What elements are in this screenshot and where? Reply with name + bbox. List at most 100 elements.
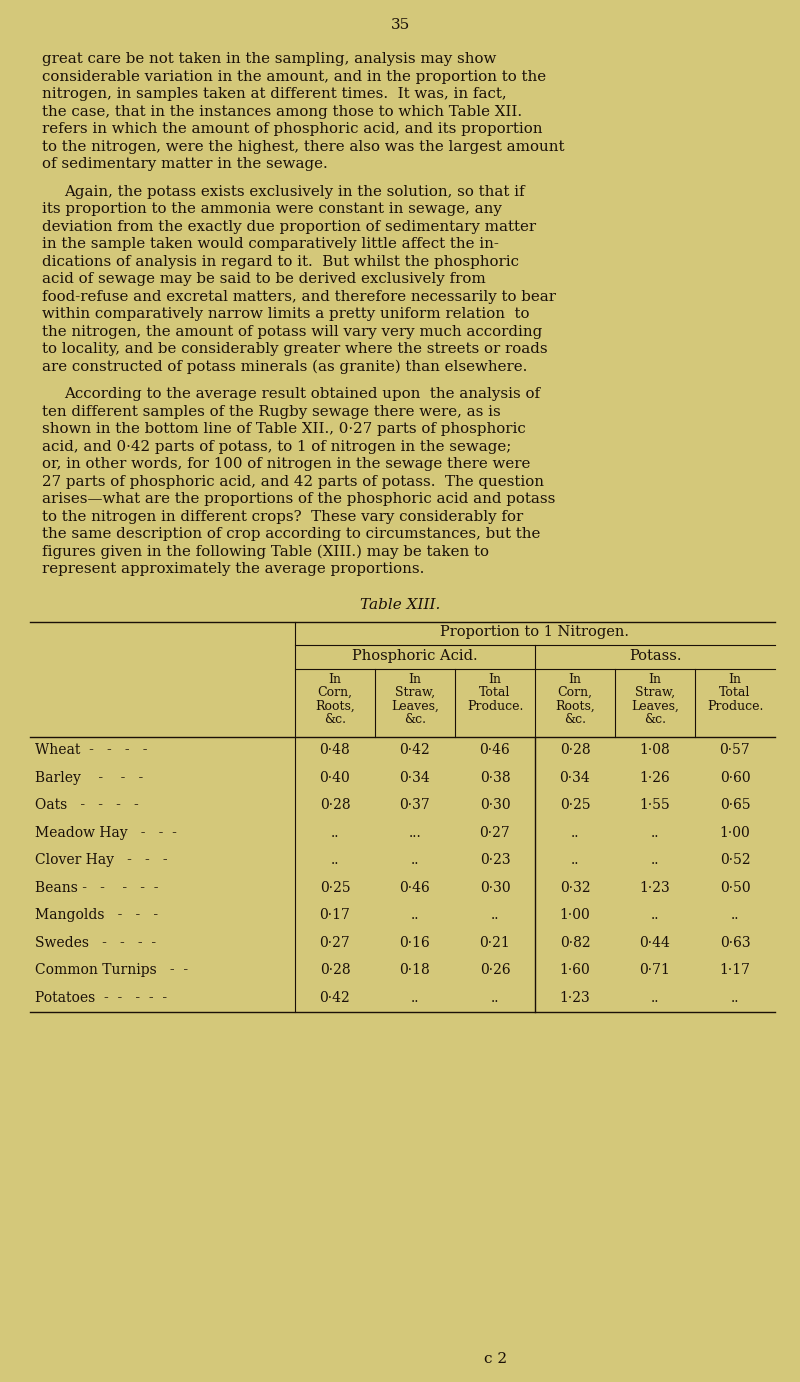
Text: Straw,: Straw, xyxy=(635,685,675,699)
Text: 0·40: 0·40 xyxy=(320,771,350,785)
Text: ..: .. xyxy=(650,826,659,840)
Text: Beans -   -    -   -  -: Beans - - - - - xyxy=(35,880,158,894)
Text: 1·26: 1·26 xyxy=(640,771,670,785)
Text: &c.: &c. xyxy=(644,713,666,726)
Text: ..: .. xyxy=(570,826,579,840)
Text: deviation from the exactly due proportion of sedimentary matter: deviation from the exactly due proportio… xyxy=(42,220,536,234)
Text: Potass.: Potass. xyxy=(629,648,682,662)
Text: 0·37: 0·37 xyxy=(400,799,430,813)
Text: 0·42: 0·42 xyxy=(320,991,350,1005)
Text: Swedes   -   -   -  -: Swedes - - - - xyxy=(35,936,156,949)
Text: figures given in the following Table (XIII.) may be taken to: figures given in the following Table (XI… xyxy=(42,545,489,558)
Text: nitrogen, in samples taken at different times.  It was, in fact,: nitrogen, in samples taken at different … xyxy=(42,87,506,101)
Text: &c.: &c. xyxy=(404,713,426,726)
Text: In: In xyxy=(409,673,422,685)
Text: 0·27: 0·27 xyxy=(480,826,510,840)
Text: ..: .. xyxy=(570,853,579,868)
Text: 0·25: 0·25 xyxy=(560,799,590,813)
Text: 0·21: 0·21 xyxy=(480,936,510,949)
Text: Straw,: Straw, xyxy=(395,685,435,699)
Text: 1·60: 1·60 xyxy=(560,963,590,977)
Text: 1·23: 1·23 xyxy=(560,991,590,1005)
Text: ..: .. xyxy=(650,853,659,868)
Text: Mangolds   -   -   -: Mangolds - - - xyxy=(35,908,158,922)
Text: 1·17: 1·17 xyxy=(719,963,750,977)
Text: ..: .. xyxy=(330,826,339,840)
Text: ..: .. xyxy=(650,908,659,922)
Text: In: In xyxy=(569,673,582,685)
Text: ..: .. xyxy=(490,991,499,1005)
Text: in the sample taken would comparatively little affect the in-: in the sample taken would comparatively … xyxy=(42,236,499,252)
Text: Produce.: Produce. xyxy=(467,699,523,713)
Text: ..: .. xyxy=(410,853,419,868)
Text: Common Turnips   -  -: Common Turnips - - xyxy=(35,963,188,977)
Text: within comparatively narrow limits a pretty uniform relation  to: within comparatively narrow limits a pre… xyxy=(42,307,530,321)
Text: 1·00: 1·00 xyxy=(720,826,750,840)
Text: ..: .. xyxy=(410,908,419,922)
Text: Total: Total xyxy=(719,685,750,699)
Text: 0·44: 0·44 xyxy=(639,936,670,949)
Text: 0·82: 0·82 xyxy=(560,936,590,949)
Text: Clover Hay   -   -   -: Clover Hay - - - xyxy=(35,853,168,868)
Text: 0·60: 0·60 xyxy=(720,771,750,785)
Text: Phosphoric Acid.: Phosphoric Acid. xyxy=(352,648,478,662)
Text: acid of sewage may be said to be derived exclusively from: acid of sewage may be said to be derived… xyxy=(42,272,486,286)
Text: ...: ... xyxy=(409,826,422,840)
Text: In: In xyxy=(489,673,502,685)
Text: ..: .. xyxy=(730,908,739,922)
Text: 1·08: 1·08 xyxy=(640,744,670,757)
Text: dications of analysis in regard to it.  But whilst the phosphoric: dications of analysis in regard to it. B… xyxy=(42,254,519,268)
Text: shown in the bottom line of Table XII., 0·27 parts of phosphoric: shown in the bottom line of Table XII., … xyxy=(42,422,526,435)
Text: 0·23: 0·23 xyxy=(480,853,510,868)
Text: the nitrogen, the amount of potass will vary very much according: the nitrogen, the amount of potass will … xyxy=(42,325,542,339)
Text: Barley    -    -   -: Barley - - - xyxy=(35,771,143,785)
Text: Leaves,: Leaves, xyxy=(391,699,439,713)
Text: 0·17: 0·17 xyxy=(319,908,350,922)
Text: considerable variation in the amount, and in the proportion to the: considerable variation in the amount, an… xyxy=(42,69,546,83)
Text: its proportion to the ammonia were constant in sewage, any: its proportion to the ammonia were const… xyxy=(42,202,502,216)
Text: Produce.: Produce. xyxy=(707,699,763,713)
Text: Corn,: Corn, xyxy=(318,685,353,699)
Text: In: In xyxy=(649,673,662,685)
Text: Leaves,: Leaves, xyxy=(631,699,679,713)
Text: 0·42: 0·42 xyxy=(400,744,430,757)
Text: of sedimentary matter in the sewage.: of sedimentary matter in the sewage. xyxy=(42,158,328,171)
Text: 0·46: 0·46 xyxy=(400,880,430,894)
Text: 0·34: 0·34 xyxy=(560,771,590,785)
Text: are constructed of potass minerals (as granite) than elsewhere.: are constructed of potass minerals (as g… xyxy=(42,359,527,375)
Text: ten different samples of the Rugby sewage there were, as is: ten different samples of the Rugby sewag… xyxy=(42,405,501,419)
Text: 27 parts of phosphoric acid, and 42 parts of potass.  The question: 27 parts of phosphoric acid, and 42 part… xyxy=(42,474,544,488)
Text: Roots,: Roots, xyxy=(315,699,355,713)
Text: 0·28: 0·28 xyxy=(320,963,350,977)
Text: 0·32: 0·32 xyxy=(560,880,590,894)
Text: ..: .. xyxy=(730,991,739,1005)
Text: 0·34: 0·34 xyxy=(400,771,430,785)
Text: great care be not taken in the sampling, analysis may show: great care be not taken in the sampling,… xyxy=(42,53,496,66)
Text: 0·50: 0·50 xyxy=(720,880,750,894)
Text: refers in which the amount of phosphoric acid, and its proportion: refers in which the amount of phosphoric… xyxy=(42,122,542,135)
Text: &c.: &c. xyxy=(564,713,586,726)
Text: 0·30: 0·30 xyxy=(480,880,510,894)
Text: 1·00: 1·00 xyxy=(560,908,590,922)
Text: Corn,: Corn, xyxy=(558,685,593,699)
Text: to locality, and be considerably greater where the streets or roads: to locality, and be considerably greater… xyxy=(42,341,548,357)
Text: or, in other words, for 100 of nitrogen in the sewage there were: or, in other words, for 100 of nitrogen … xyxy=(42,457,530,471)
Text: the same description of crop according to circumstances, but the: the same description of crop according t… xyxy=(42,527,540,540)
Text: ..: .. xyxy=(410,991,419,1005)
Text: 0·26: 0·26 xyxy=(480,963,510,977)
Text: In: In xyxy=(729,673,742,685)
Text: represent approximately the average proportions.: represent approximately the average prop… xyxy=(42,562,424,576)
Text: 0·28: 0·28 xyxy=(320,799,350,813)
Text: 0·48: 0·48 xyxy=(320,744,350,757)
Text: to the nitrogen in different crops?  These vary considerably for: to the nitrogen in different crops? Thes… xyxy=(42,510,523,524)
Text: &c.: &c. xyxy=(324,713,346,726)
Text: c 2: c 2 xyxy=(485,1352,507,1365)
Text: arises—what are the proportions of the phosphoric acid and potass: arises—what are the proportions of the p… xyxy=(42,492,555,506)
Text: 35: 35 xyxy=(390,18,410,32)
Text: Proportion to 1 Nitrogen.: Proportion to 1 Nitrogen. xyxy=(441,625,630,638)
Text: acid, and 0·42 parts of potass, to 1 of nitrogen in the sewage;: acid, and 0·42 parts of potass, to 1 of … xyxy=(42,439,511,453)
Text: Total: Total xyxy=(479,685,510,699)
Text: 0·57: 0·57 xyxy=(720,744,750,757)
Text: Roots,: Roots, xyxy=(555,699,595,713)
Text: Potatoes  -  -   -  -  -: Potatoes - - - - - xyxy=(35,991,167,1005)
